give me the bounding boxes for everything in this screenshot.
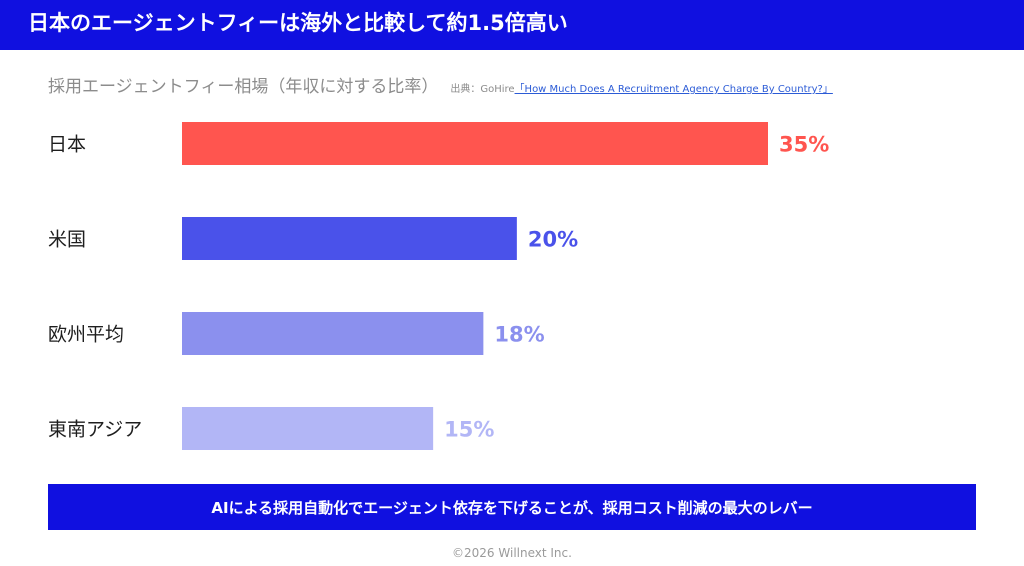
copyright-footer: ©2026 Willnext Inc. xyxy=(452,546,572,560)
chart-subtitle-row: 採用エージェントフィー相場（年収に対する比率） 出典：GoHire 「How M… xyxy=(48,72,833,98)
value-label: 20% xyxy=(528,228,578,252)
page-title: 日本のエージェントフィーは海外と比較して約1.5倍高い xyxy=(28,11,568,35)
bar xyxy=(182,407,434,450)
value-label: 35% xyxy=(779,133,829,157)
value-label: 15% xyxy=(444,418,494,442)
bar xyxy=(182,217,517,260)
value-label: 18% xyxy=(494,323,544,347)
bar xyxy=(182,122,768,165)
category-label: 米国 xyxy=(48,229,86,251)
header-bar: 日本のエージェントフィーは海外と比較して約1.5倍高い xyxy=(0,0,1024,50)
source-link[interactable]: 「How Much Does A Recruitment Agency Char… xyxy=(514,84,833,95)
bar xyxy=(182,312,484,355)
category-label: 欧州平均 xyxy=(48,324,124,346)
chart-title: 採用エージェントフィー相場（年収に対する比率） xyxy=(48,77,439,97)
category-label: 日本 xyxy=(48,134,86,156)
source-label: 出典：GoHire xyxy=(450,84,515,95)
conclusion-banner: AIによる採用自動化でエージェント依存を下げることが、採用コスト削減の最大のレバ… xyxy=(48,484,976,530)
category-label: 東南アジア xyxy=(48,419,142,441)
conclusion-text: AIによる採用自動化でエージェント依存を下げることが、採用コスト削減の最大のレバ… xyxy=(211,498,813,517)
